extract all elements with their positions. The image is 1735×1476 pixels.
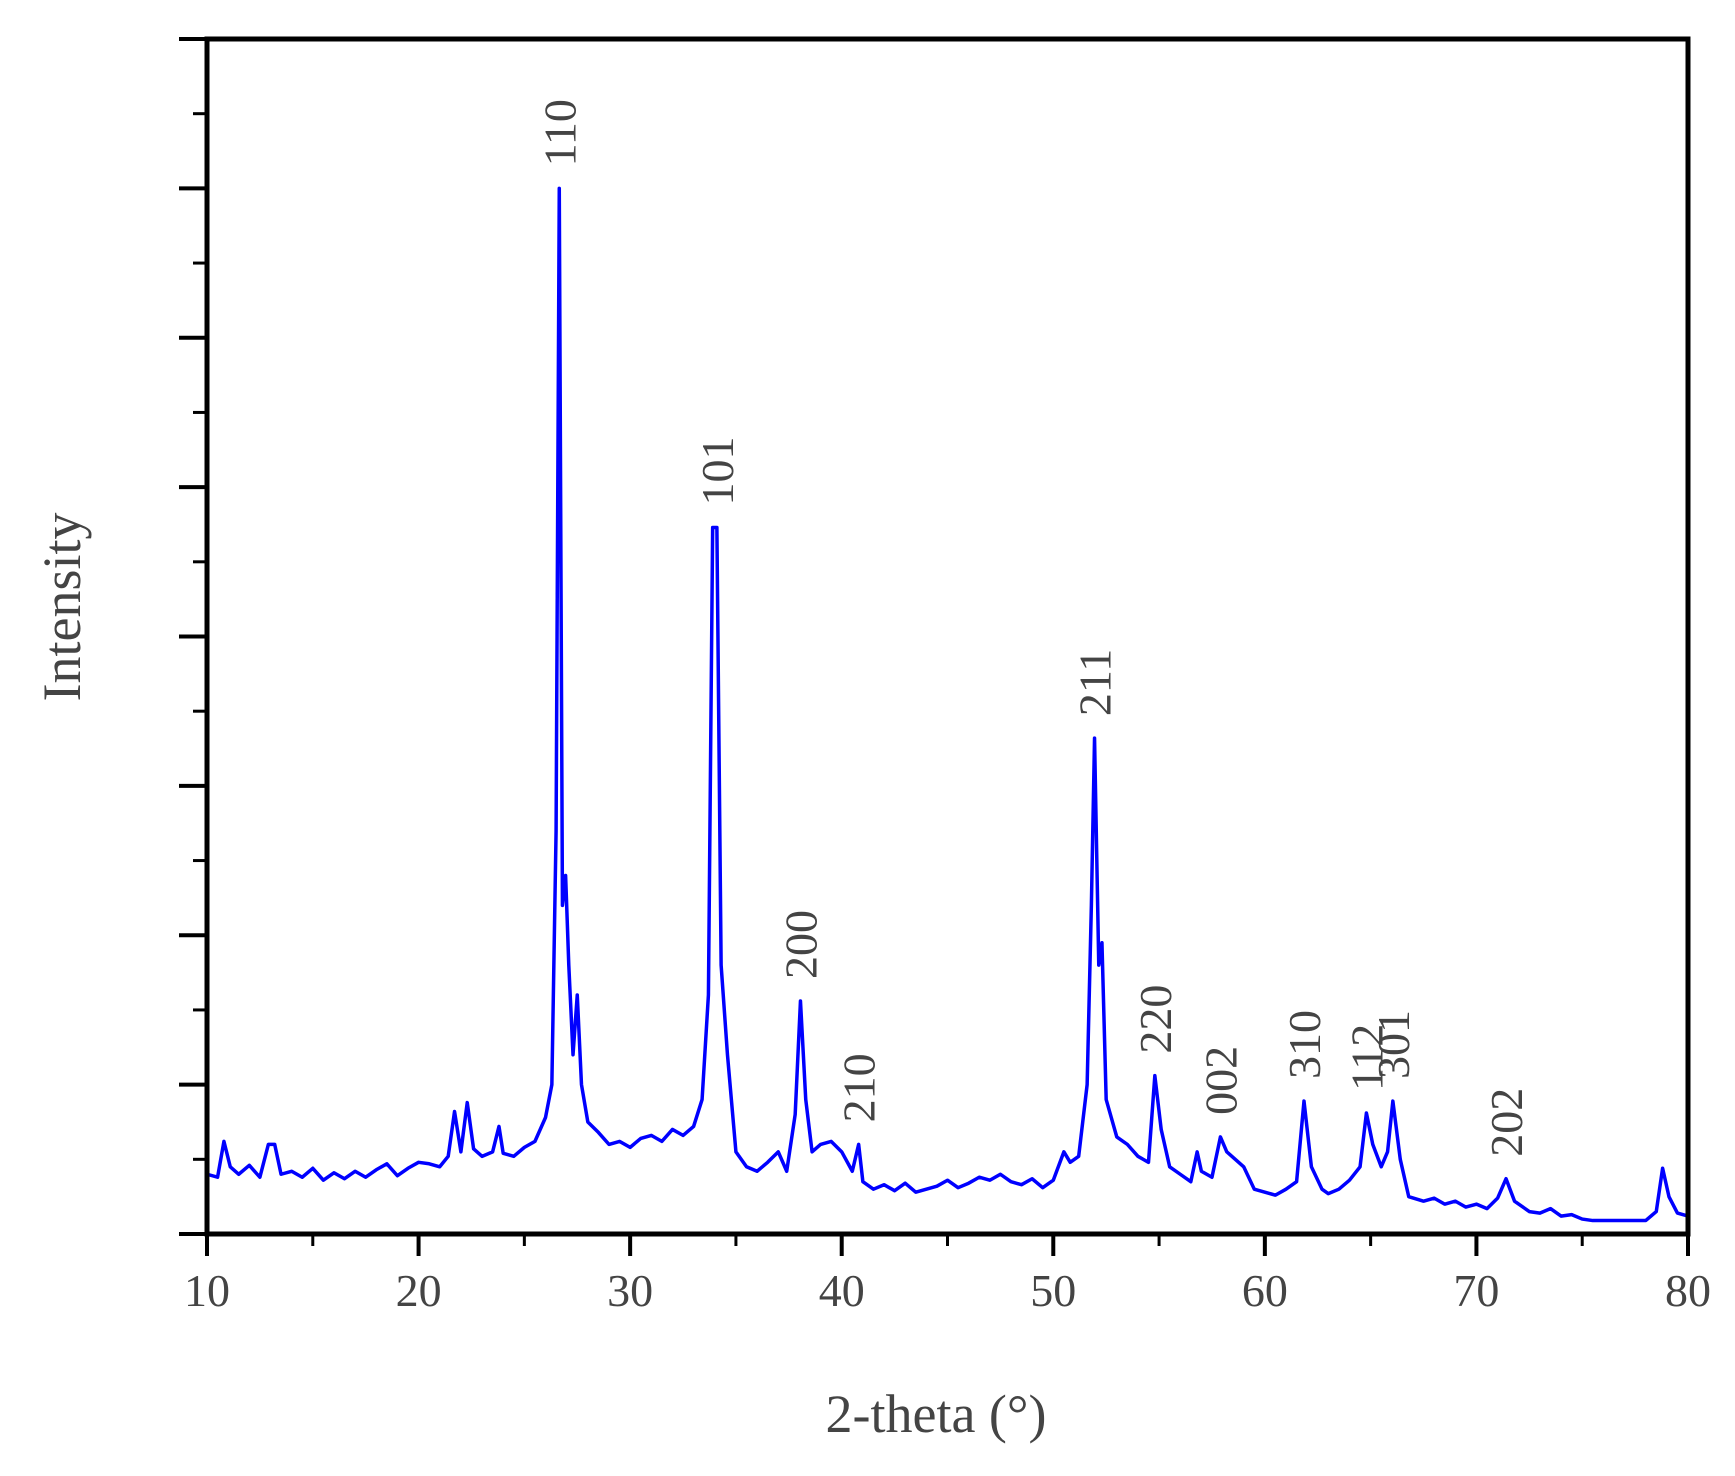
peak-label: 110 [534,99,585,166]
x-tick-label: 70 [1453,1265,1499,1316]
y-axis-title: Intensity [32,513,92,702]
data-line [206,186,1689,1223]
x-tick-label: 50 [1030,1265,1076,1316]
x-axis-title: 2-theta (°) [826,1384,1047,1444]
peak-label: 200 [775,910,826,979]
peak-label: 112 [1341,1024,1392,1091]
x-tick-label: 10 [184,1265,230,1316]
x-tick-label: 30 [607,1265,653,1316]
peak-label: 220 [1130,985,1181,1054]
x-tick-label: 60 [1242,1265,1288,1316]
peak-label: 211 [1070,649,1121,716]
plot-frame [204,36,1691,1237]
peak-label: 210 [834,1053,885,1122]
peak-label: 310 [1279,1010,1330,1079]
peak-label: 301 [1368,1010,1419,1079]
x-tick-label: 80 [1665,1265,1711,1316]
peak-label: 202 [1481,1088,1532,1157]
peak-label: 002 [1195,1046,1246,1115]
peak-label: 101 [692,436,743,505]
x-tick-label: 40 [819,1265,865,1316]
x-tick-label: 20 [396,1265,442,1316]
